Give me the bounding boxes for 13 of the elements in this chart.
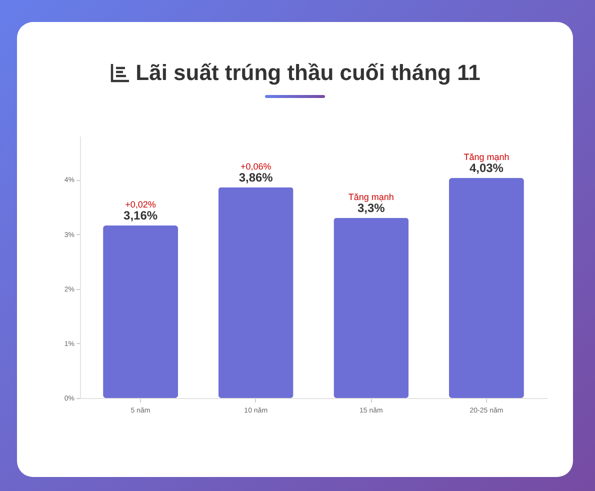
bar xyxy=(103,226,178,398)
bar xyxy=(218,187,294,398)
data-label: 3,16% xyxy=(124,208,158,223)
annotation: Tăng mạnh xyxy=(348,192,394,202)
annotation: Tăng mạnh xyxy=(464,152,510,162)
data-label: 3,3% xyxy=(357,200,386,215)
annotation: +0,02% xyxy=(125,200,156,210)
chart-title: Lãi suất trúng thầu cuối tháng 11 xyxy=(136,60,480,85)
annotation: +0,06% xyxy=(240,161,272,172)
data-label: 3,86% xyxy=(238,170,274,184)
data-label: 4,03% xyxy=(469,161,504,176)
bar xyxy=(448,178,524,398)
bar xyxy=(334,218,409,398)
